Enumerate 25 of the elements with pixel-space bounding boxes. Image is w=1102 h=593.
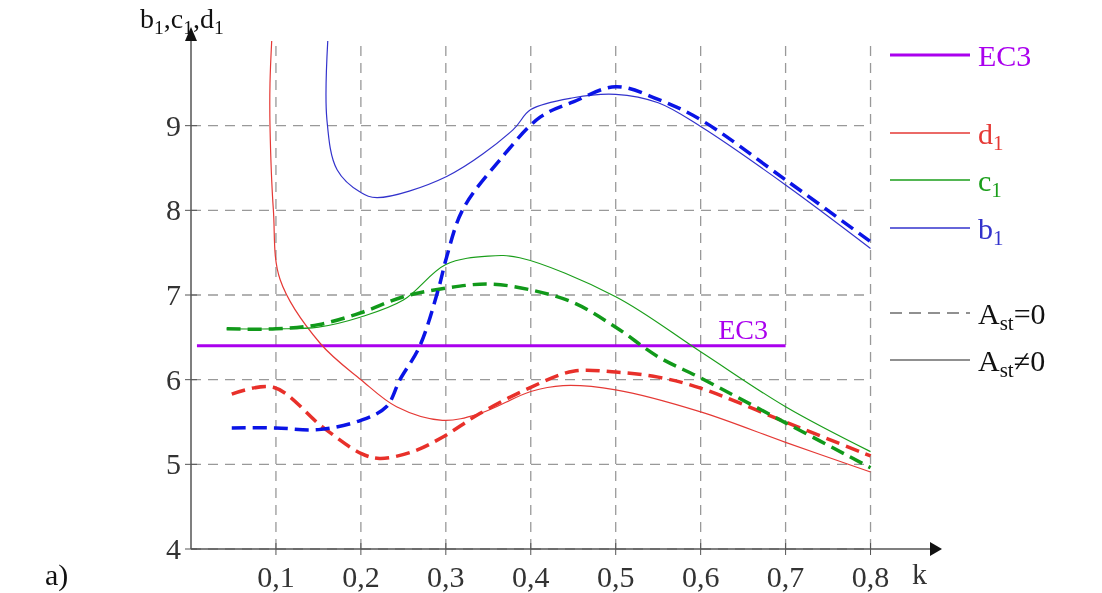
x-tick-label: 0,8 — [851, 560, 890, 593]
x-tick-label: 0,3 — [427, 560, 465, 593]
x-tick-label: 0,6 — [681, 560, 720, 593]
y-tick-label: 4 — [166, 532, 181, 565]
y-tick-label: 8 — [166, 193, 181, 227]
y-tick-label: 7 — [166, 278, 181, 311]
y-tick-label: 6 — [166, 362, 181, 396]
x-tick-label: 0,2 — [342, 560, 380, 593]
x-tick-label: 0,5 — [596, 560, 635, 593]
line-series — [325, 40, 872, 250]
text: A$_{st}$=0 — [978, 297, 1046, 336]
legend-label: d$_{1}$ — [978, 117, 1004, 156]
text: A$_{st}$≠0 — [978, 344, 1046, 383]
x-tick-label: 0,1 — [257, 560, 295, 593]
y-tick-label: 5 — [166, 447, 181, 481]
line-series — [230, 84, 873, 432]
legend-label: EC3 — [978, 39, 1032, 72]
y-tick-label: 9 — [166, 108, 181, 142]
legend-label: c$_{1}$ — [978, 164, 1002, 203]
annotation: EC3 — [718, 313, 769, 345]
x-tick-label: 0,7 — [766, 560, 805, 593]
x-tick-label: 0,4 — [512, 560, 550, 593]
x-axis-title: k — [912, 557, 927, 590]
legend-label: b$_{1}$ — [978, 212, 1004, 251]
text: a) — [45, 558, 69, 592]
